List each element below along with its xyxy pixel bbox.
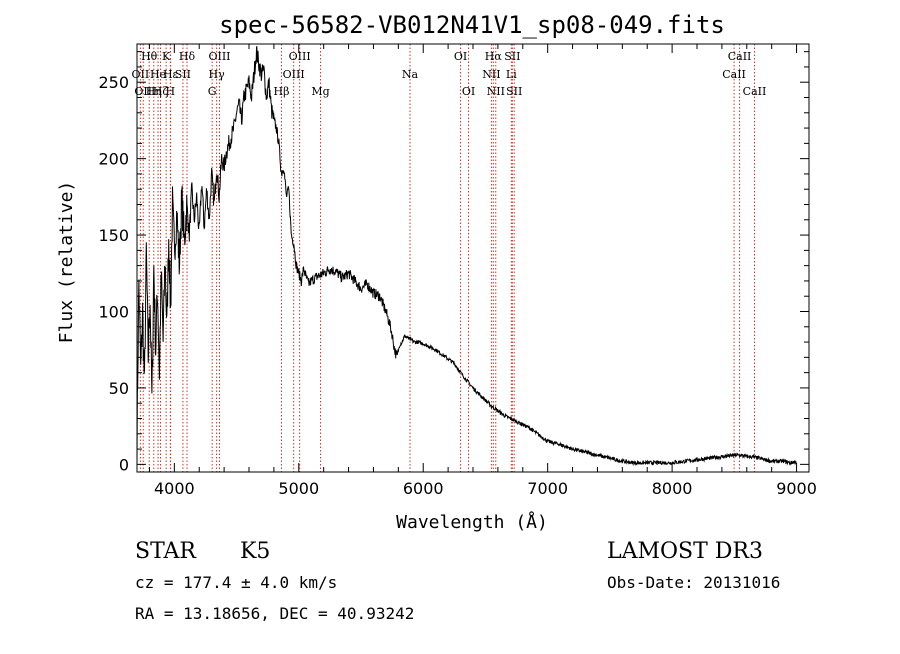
spectral-line-label: CaII bbox=[728, 50, 752, 63]
y-tick-label: 250 bbox=[98, 73, 129, 92]
x-tick-label: 5000 bbox=[278, 479, 319, 498]
flux-series bbox=[136, 46, 797, 467]
x-tick-label: 7000 bbox=[527, 479, 568, 498]
spectral-line-label: Hη bbox=[146, 85, 162, 98]
spectral-line-label: CaII bbox=[722, 68, 746, 81]
spectral-line-label: NII bbox=[487, 85, 505, 98]
spectral-line-label: SII bbox=[504, 50, 520, 63]
spectral-line-label: Hγ bbox=[209, 68, 226, 81]
spectral-line-label: OII bbox=[134, 85, 152, 98]
spectral-line-label: Li bbox=[506, 68, 517, 81]
object-subclass: K5 bbox=[240, 539, 270, 564]
spectral-line-label: OIII bbox=[289, 50, 311, 63]
spectral-line-label: Na bbox=[402, 68, 419, 81]
spectral-line-label: OIII bbox=[283, 68, 305, 81]
spectral-line-label: Hθ bbox=[141, 50, 158, 63]
sky-coordinates: RA = 13.18656, DEC = 40.93242 bbox=[135, 604, 414, 623]
spectral-line-label: OIII bbox=[208, 50, 230, 63]
x-tick-label: 4000 bbox=[154, 479, 195, 498]
survey-name: LAMOST DR3 bbox=[607, 539, 763, 564]
object-class: STAR bbox=[135, 539, 197, 564]
x-axis-label: Wavelength (Å) bbox=[396, 511, 548, 533]
chart-title: spec-56582-VB012N41V1_sp08-049.fits bbox=[219, 11, 725, 39]
spectral-line-label: SII bbox=[175, 68, 191, 81]
spectral-line-label: Hε bbox=[163, 68, 179, 81]
x-tick-label: 9000 bbox=[776, 479, 817, 498]
spectral-line-label: OI bbox=[454, 50, 467, 63]
spectral-line-label: OI bbox=[462, 85, 475, 98]
spectral-line-label: G bbox=[208, 85, 217, 98]
x-axis: 4000 5000 6000 7000 8000 9000 bbox=[148, 44, 817, 498]
y-axis-label: Flux (relative) bbox=[56, 181, 77, 344]
plot-frame bbox=[136, 43, 810, 473]
x-tick-label: 6000 bbox=[403, 479, 444, 498]
spectral-line-label: Hα bbox=[485, 50, 503, 63]
spectral-lines bbox=[139, 44, 755, 472]
y-tick-label: 150 bbox=[98, 226, 129, 245]
spectral-line-label: Hζ bbox=[153, 85, 169, 98]
spectral-line-label: Mg bbox=[311, 85, 329, 98]
redshift-velocity: cz = 177.4 ± 4.0 km/s bbox=[135, 573, 337, 592]
spectral-line-labels: OIIOIIHθHηHeHζKHHεSIIHδGHγOIIIHβOIIIOIII… bbox=[132, 50, 767, 98]
spectral-line-label: Hβ bbox=[274, 85, 290, 98]
spectral-line-label: OII bbox=[132, 68, 150, 81]
spectral-line-label: CaII bbox=[743, 85, 767, 98]
y-tick-label: 200 bbox=[98, 150, 129, 169]
y-tick-label: 100 bbox=[98, 303, 129, 322]
x-tick-label: 8000 bbox=[652, 479, 693, 498]
spectral-line-label: NII bbox=[482, 68, 500, 81]
spectral-line-label: SII bbox=[506, 85, 522, 98]
spectral-line-label: H bbox=[166, 85, 176, 98]
observation-date: Obs-Date: 20131016 bbox=[607, 573, 780, 592]
flux-curve bbox=[136, 46, 797, 467]
y-tick-label: 50 bbox=[109, 379, 129, 398]
spectral-line-label: K bbox=[162, 50, 171, 63]
spectral-line-label: He bbox=[150, 68, 166, 81]
y-tick-label: 0 bbox=[119, 455, 129, 474]
spectral-line-label: Hδ bbox=[179, 50, 196, 63]
y-axis: 0 50 100 150 200 250 bbox=[98, 51, 809, 474]
